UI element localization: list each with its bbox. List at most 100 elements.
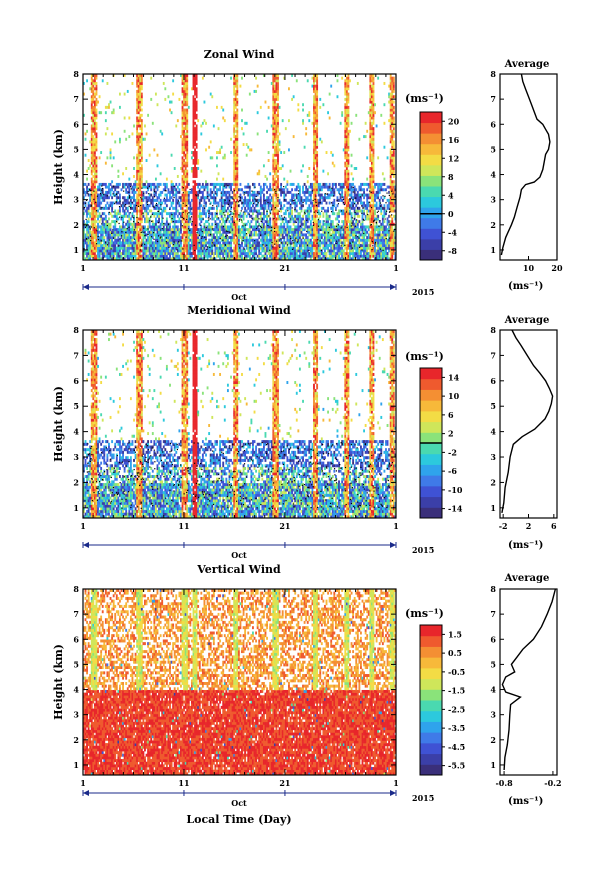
heatmap-cell bbox=[184, 135, 187, 139]
heatmap-cell bbox=[236, 156, 239, 160]
heatmap-cell bbox=[145, 241, 148, 245]
heatmap-cell bbox=[176, 230, 179, 234]
heatmap-cell bbox=[101, 193, 104, 197]
heatmap-cell bbox=[187, 252, 190, 255]
heatmap-cell bbox=[319, 188, 322, 192]
heatmap-cell bbox=[118, 92, 121, 96]
heatmap-cell bbox=[273, 92, 276, 96]
heatmap-cell bbox=[140, 103, 143, 107]
heatmap-cell bbox=[92, 143, 95, 147]
heatmap-cell bbox=[103, 249, 106, 253]
heatmap-cell bbox=[272, 79, 275, 83]
heatmap-cell bbox=[139, 241, 142, 245]
heatmap-cell bbox=[314, 119, 317, 123]
heatmap-cell bbox=[186, 156, 189, 160]
heatmap-cell bbox=[231, 201, 234, 205]
heatmap-cell bbox=[90, 153, 93, 157]
heatmap-cell bbox=[222, 193, 225, 197]
heatmap-cell bbox=[223, 153, 226, 157]
heatmap-cell bbox=[341, 241, 344, 245]
heatmap-cell bbox=[125, 222, 128, 226]
heatmap-cell bbox=[316, 129, 319, 133]
heatmap-cell bbox=[197, 230, 200, 234]
heatmap-cell bbox=[183, 159, 186, 162]
heatmap-cell bbox=[172, 217, 175, 221]
heatmap-cell bbox=[183, 177, 186, 181]
heatmap-cell bbox=[316, 156, 319, 160]
heatmap-cell bbox=[230, 188, 232, 192]
heatmap-cell bbox=[148, 233, 151, 237]
heatmap-cell bbox=[90, 254, 93, 258]
heatmap-cell bbox=[189, 246, 192, 250]
heatmap-cell bbox=[95, 140, 98, 144]
heatmap-cell bbox=[133, 244, 135, 248]
heatmap-cell bbox=[192, 236, 195, 240]
heatmap-cell bbox=[123, 196, 126, 200]
heatmap-cell bbox=[192, 244, 195, 248]
heatmap-cell bbox=[158, 206, 160, 210]
heatmap-cell bbox=[272, 84, 275, 88]
heatmap-cell bbox=[228, 182, 231, 186]
heatmap-cell bbox=[173, 228, 176, 232]
heatmap-cell bbox=[205, 254, 207, 258]
heatmap-cell bbox=[186, 140, 189, 144]
heatmap-cell bbox=[308, 204, 311, 208]
heatmap-cell bbox=[154, 252, 157, 255]
heatmap-cell bbox=[244, 206, 247, 210]
heatmap-cell bbox=[133, 185, 135, 189]
heatmap-cell bbox=[90, 84, 93, 88]
heatmap-cell bbox=[236, 228, 239, 232]
heatmap-cell bbox=[206, 249, 209, 253]
heatmap-cell bbox=[242, 222, 245, 226]
heatmap-cell bbox=[297, 241, 300, 245]
heatmap-cell bbox=[148, 198, 151, 202]
heatmap-cell bbox=[118, 193, 121, 197]
heatmap-cell bbox=[87, 252, 90, 255]
heatmap-cell bbox=[272, 225, 275, 229]
heatmap-cell bbox=[253, 249, 256, 253]
heatmap-cell bbox=[300, 252, 303, 255]
heatmap-cell bbox=[92, 116, 95, 120]
heatmap-cell bbox=[350, 153, 353, 157]
heatmap-cell bbox=[194, 244, 196, 248]
heatmap-cell bbox=[324, 252, 326, 255]
heatmap-cell bbox=[187, 206, 190, 210]
heatmap-cell bbox=[186, 151, 189, 155]
heatmap-cell bbox=[90, 201, 93, 205]
heatmap-cell bbox=[184, 169, 187, 173]
heatmap-cell bbox=[247, 252, 250, 255]
heatmap-cell bbox=[283, 254, 286, 258]
heatmap-cell bbox=[223, 246, 226, 250]
heatmap-cell bbox=[86, 249, 88, 253]
heatmap-cell bbox=[349, 228, 351, 232]
heatmap-cell bbox=[331, 153, 334, 157]
heatmap-cell bbox=[108, 244, 110, 248]
heatmap-cell bbox=[339, 188, 342, 192]
heatmap-cell bbox=[228, 228, 231, 232]
heatmap-cell bbox=[266, 196, 268, 200]
heatmap-cell bbox=[330, 252, 333, 255]
heatmap-cell bbox=[169, 225, 171, 229]
heatmap-cell bbox=[347, 254, 350, 258]
heatmap-cell bbox=[151, 244, 154, 248]
heatmap-cell bbox=[87, 201, 90, 205]
heatmap-cell bbox=[245, 121, 248, 125]
heatmap-cell bbox=[159, 212, 162, 216]
heatmap-cell bbox=[195, 108, 198, 112]
heatmap-cell bbox=[241, 119, 243, 123]
heatmap-cell bbox=[347, 116, 350, 120]
heatmap-cell bbox=[255, 220, 258, 224]
heatmap-cell bbox=[273, 116, 276, 120]
heatmap-cell bbox=[233, 169, 236, 173]
heatmap-cell bbox=[186, 254, 189, 258]
heatmap-cell bbox=[111, 249, 114, 253]
heatmap-cell bbox=[266, 217, 268, 221]
heatmap-cell bbox=[264, 214, 267, 218]
heatmap-cell bbox=[284, 198, 287, 202]
heatmap-cell bbox=[148, 236, 151, 240]
heatmap-cell bbox=[262, 182, 265, 186]
heatmap-cell bbox=[142, 238, 145, 242]
heatmap-cell bbox=[252, 225, 254, 229]
heatmap-cell bbox=[273, 161, 276, 165]
